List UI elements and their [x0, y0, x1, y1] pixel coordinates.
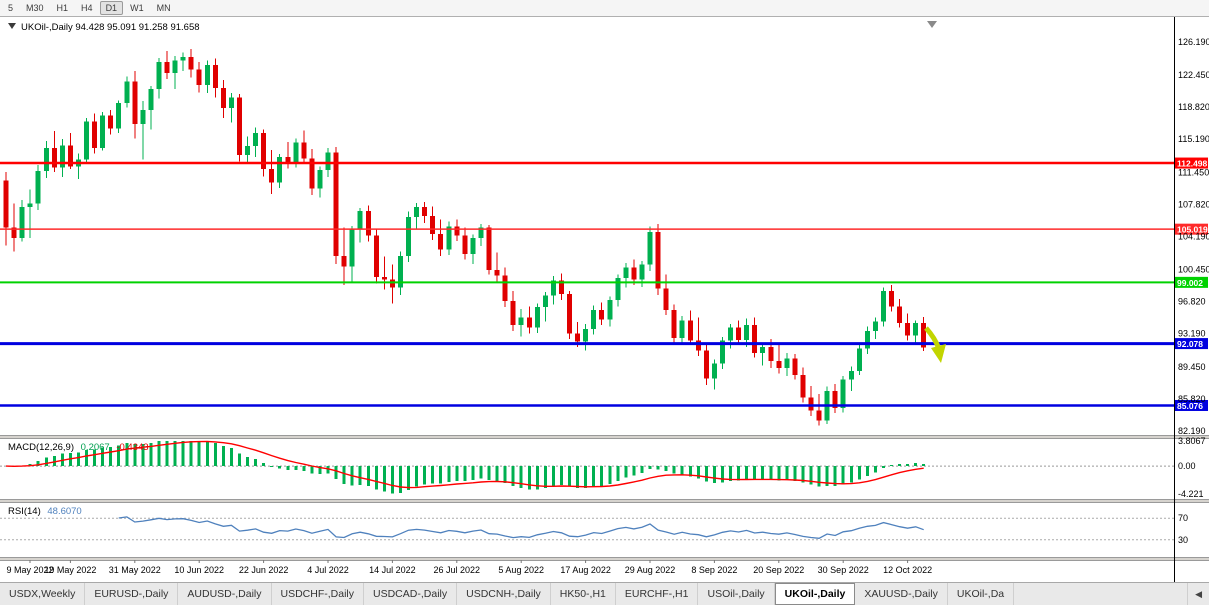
chart-label-layer: UKOil-,Daily 94.428 95.091 91.258 91.658… [8, 22, 200, 517]
level-price-tag-text: 105.019 [1177, 225, 1208, 235]
rsi-axis-label: 70 [1178, 513, 1188, 523]
timeframe-button-h1[interactable]: H1 [56, 3, 69, 13]
price-axis-label: 96.820 [1178, 297, 1206, 307]
level-price-tag-text: 99.002 [1177, 278, 1203, 288]
symbol-marker-icon [8, 23, 16, 29]
panel-separator[interactable] [0, 435, 1209, 439]
panel-separator[interactable] [0, 557, 1209, 561]
date-axis-label: 4 Jul 2022 [307, 565, 349, 575]
macd-axis-label: -4.221 [1178, 489, 1204, 499]
chart-tab-usoil-daily[interactable]: USOil-,Daily [698, 583, 775, 605]
chart-tab-ukoil-da[interactable]: UKOil-,Da [948, 583, 1015, 605]
macd-axis-label: 3.8067 [1178, 436, 1206, 446]
date-axis-label: 9 May 2022 [6, 565, 53, 575]
price-axis-label: 89.450 [1178, 362, 1206, 372]
chart-tab-usdchf-daily[interactable]: USDCHF-,Daily [272, 583, 365, 605]
candlestick-series [3, 48, 927, 426]
level-price-tag [1175, 338, 1208, 350]
date-axis-label: 30 Sep 2022 [818, 565, 869, 575]
date-axis-label: 8 Sep 2022 [691, 565, 737, 575]
level-price-tag [1175, 157, 1208, 169]
timeframe-button-d1[interactable]: D1 [99, 1, 124, 15]
date-axis-label: 12 Oct 2022 [883, 565, 932, 575]
chart-tab-bar: USDX,Weekly EURUSD-,Daily AUDUSD-,Daily USD… [0, 582, 1209, 605]
chart-canvas[interactable]: 112.498 105.019 99.002 92.078 85.076 126.190 1… [0, 17, 1209, 582]
chart-plot-layer: 112.498 105.019 99.002 92.078 85.076 126.190 1… [0, 17, 1209, 582]
level-price-tag-text: 112.498 [1177, 159, 1208, 169]
chart-symbol-info: UKOil-,Daily 94.428 95.091 91.258 91.658 [21, 22, 200, 33]
date-axis-label: 20 Sep 2022 [753, 565, 804, 575]
chart-tab-usdx-weekly[interactable]: USDX,Weekly [0, 583, 86, 605]
date-axis-label: 19 May 2022 [44, 565, 96, 575]
rsi-axis-label: 30 [1178, 535, 1188, 545]
date-axis-label: 5 Aug 2022 [498, 565, 544, 575]
chart-tab-usdcnh-daily[interactable]: USDCNH-,Daily [457, 583, 551, 605]
price-axis-label: 85.820 [1178, 394, 1206, 404]
price-axis-label: 82.190 [1178, 426, 1206, 436]
date-axis-label: 22 Jun 2022 [239, 565, 289, 575]
date-axis-label: 14 Jul 2022 [369, 565, 416, 575]
date-axis-label: 29 Aug 2022 [625, 565, 676, 575]
timeframe-button-m30[interactable]: M30 [26, 3, 44, 13]
price-axis-label: 100.450 [1178, 265, 1209, 275]
timeframe-button-w1[interactable]: W1 [130, 3, 144, 13]
level-price-tag [1175, 276, 1208, 288]
price-axis-label: 111.450 [1178, 167, 1209, 177]
macd-indicator-label: MACD(12,26,9) 0.2067 -0.4343 [8, 442, 149, 453]
rsi-line [118, 516, 924, 539]
timeframe-toolbar: 5 M30 H1 H4 D1 W1 MN [0, 0, 1209, 17]
timeframe-button-h4[interactable]: H4 [81, 3, 93, 13]
timeframe-button-5[interactable]: 5 [8, 3, 14, 13]
macd-axis-label: 0.00 [1178, 461, 1196, 471]
chart-tab-xauusd-daily[interactable]: XAUUSD-,Daily [855, 583, 948, 605]
date-axis-label: 26 Jul 2022 [434, 565, 481, 575]
tab-scroll-left-icon[interactable]: ◀ [1187, 583, 1209, 605]
sell-signal-arrow[interactable] [924, 326, 946, 363]
panel-separator[interactable] [0, 499, 1209, 503]
price-axis-label: 126.190 [1178, 37, 1209, 47]
chart-tab-eurusd-daily[interactable]: EURUSD-,Daily [85, 583, 179, 605]
chart-tab-hk50-h1[interactable]: HK50-,H1 [551, 583, 616, 605]
date-axis-label: 17 Aug 2022 [560, 565, 611, 575]
chart-tab-ukoil-daily[interactable]: UKOil-,Daily [774, 583, 856, 605]
level-price-tag-text: 85.076 [1177, 401, 1203, 411]
level-price-tag-text: 92.078 [1177, 339, 1203, 349]
price-axis-label: 122.450 [1178, 70, 1209, 80]
chart-shift-marker-icon[interactable] [927, 21, 937, 28]
chart-tab-usdcad-daily[interactable]: USDCAD-,Daily [364, 583, 458, 605]
price-axis-label: 107.820 [1178, 199, 1209, 209]
level-price-tag [1175, 223, 1208, 235]
rsi-indicator-label: RSI(14) 48.6070 [8, 506, 82, 517]
date-axis-label: 10 Jun 2022 [174, 565, 224, 575]
price-axis-label: 115.190 [1178, 134, 1209, 144]
price-axis-label: 118.820 [1178, 102, 1209, 112]
chart-tab-audusd-daily[interactable]: AUDUSD-,Daily [178, 583, 272, 605]
level-price-tag [1175, 399, 1208, 411]
chart-tab-eurchf-h1[interactable]: EURCHF-,H1 [616, 583, 699, 605]
price-axis-label: 104.190 [1178, 231, 1209, 241]
price-axis-label: 93.190 [1178, 329, 1206, 339]
timeframe-button-mn[interactable]: MN [156, 3, 171, 13]
date-axis-label: 31 May 2022 [109, 565, 161, 575]
macd-signal-line [5, 440, 924, 489]
